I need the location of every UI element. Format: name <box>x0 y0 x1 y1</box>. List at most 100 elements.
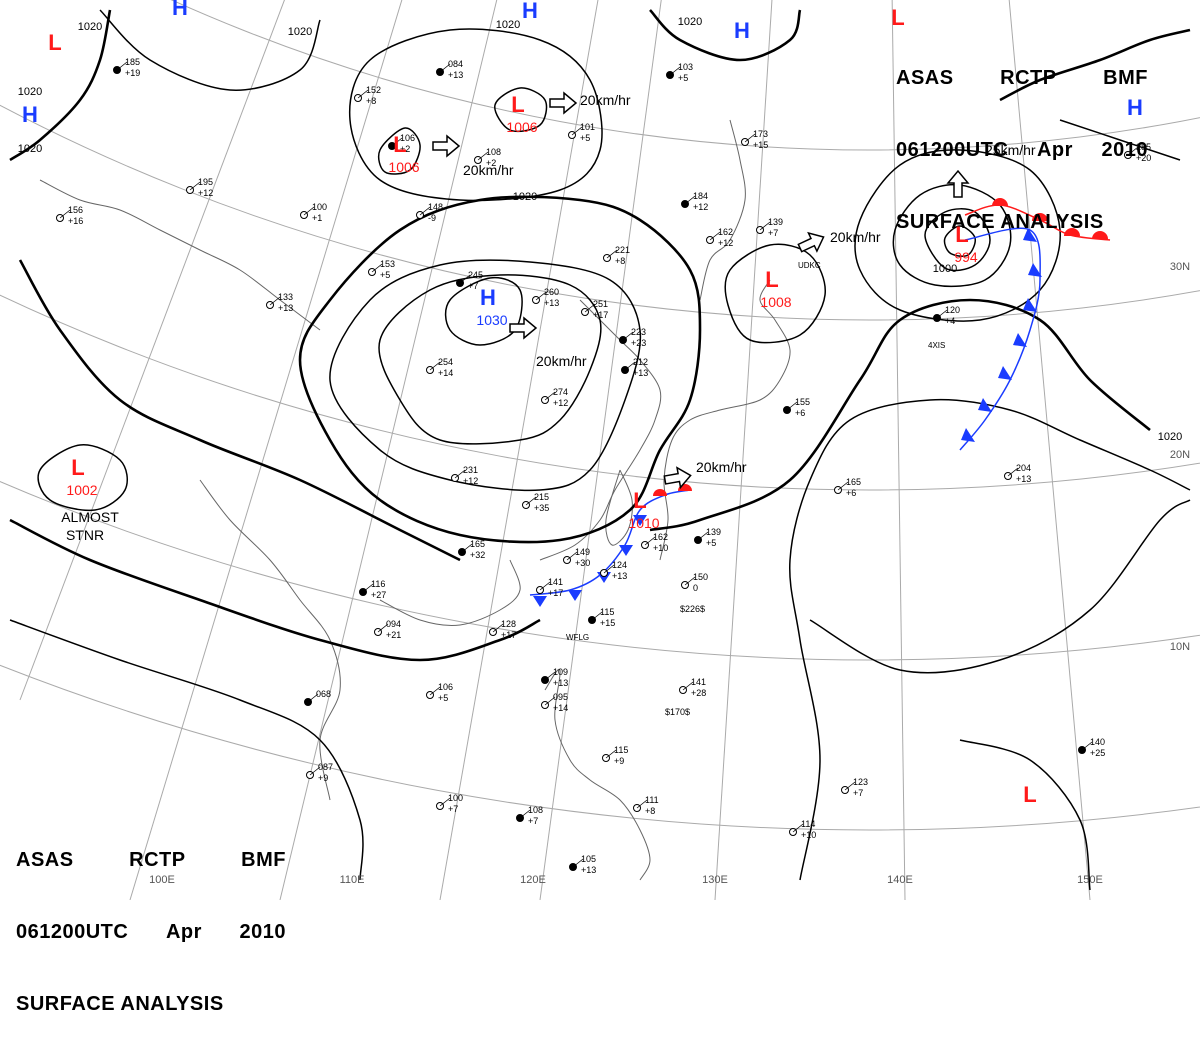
station-plot: 148-9 <box>416 202 443 223</box>
station-tendency: +5 <box>706 538 716 548</box>
wind-barb <box>189 181 201 191</box>
station-plot: 173+15 <box>741 129 768 150</box>
header-bottom-time: 061200UTC <box>16 921 129 943</box>
coastline <box>659 279 791 561</box>
station-plot: 162+10 <box>641 532 668 553</box>
station-plot: 116+27 <box>359 579 386 600</box>
status-note-line1: ALMOST <box>61 509 119 525</box>
station-plot: 068 <box>304 689 331 706</box>
meridian-line <box>714 0 773 900</box>
wind-barb <box>837 481 849 491</box>
station-plot: 165+6 <box>834 477 861 498</box>
isobar <box>1059 119 1181 161</box>
station-pressure: 106 <box>400 133 415 143</box>
low-symbol: L <box>1023 782 1036 807</box>
station-plot: 139+5 <box>694 527 721 548</box>
station-plot: 124+13 <box>600 560 627 581</box>
meridian-line <box>439 0 599 900</box>
station-tendency: +28 <box>691 688 706 698</box>
longitude-label: 110E <box>340 874 365 886</box>
high-symbol: H <box>480 285 496 310</box>
ship-value: $226$ <box>680 604 705 614</box>
station-plot: 184+12 <box>681 191 708 212</box>
isobar-value-label: 1020 <box>496 19 520 31</box>
station-tendency: -9 <box>428 213 436 223</box>
station-tendency: +7 <box>853 788 863 798</box>
longitude-label: 130E <box>702 874 728 886</box>
station-pressure: 141 <box>548 577 563 587</box>
station-tendency: +6 <box>795 408 805 418</box>
station-pressure: 115 <box>600 607 614 617</box>
station-plot: 245+7 <box>456 270 483 291</box>
station-tendency: +21 <box>386 630 401 640</box>
station-tendency: 0 <box>693 583 698 593</box>
station-plot: 108+7 <box>516 805 543 826</box>
wind-barb <box>684 195 696 205</box>
isobar <box>377 127 421 175</box>
wind-barb <box>603 564 615 574</box>
station-pressure: 153 <box>380 259 395 269</box>
station-code: WFLG <box>566 633 589 642</box>
station-tendency: +7 <box>468 281 478 291</box>
low-pressure-center: L 1006 <box>506 92 537 135</box>
station-tendency: +5 <box>438 693 448 703</box>
low-symbol: L <box>48 30 61 55</box>
meridian-line <box>19 0 285 701</box>
station-tendency: +12 <box>553 398 568 408</box>
station-tendency: +20 <box>1136 153 1151 163</box>
station-plot: 115+15 <box>588 607 615 628</box>
station-pressure: 156 <box>68 205 83 215</box>
wind-barb <box>371 263 383 273</box>
station-plot: 152+8 <box>354 85 381 106</box>
station-plot: 254+14 <box>426 357 453 378</box>
high-pressure-center: H <box>1127 95 1143 120</box>
high-symbol: H <box>734 18 750 43</box>
wind-barb <box>269 296 281 306</box>
header-top-line2: 061200UTC Apr 2010 <box>896 138 1148 162</box>
station-tendency: +15 <box>600 618 615 628</box>
wind-barb <box>492 623 504 633</box>
station-plot: 149+30 <box>563 547 590 568</box>
wind-barb <box>709 231 721 241</box>
station-tendency: +13 <box>553 678 568 688</box>
wind-barb <box>357 89 369 99</box>
wind-barb <box>1127 146 1139 156</box>
wind-barb <box>454 469 466 479</box>
station-plot: 120+4 <box>933 305 960 326</box>
station-pressure: 245 <box>468 270 483 280</box>
wind-barb <box>591 611 603 621</box>
longitude-label: 140E <box>887 874 913 886</box>
low-pressure-center: L 1010 <box>628 488 659 531</box>
isobar <box>348 28 603 202</box>
isobar <box>788 398 1191 881</box>
movement-arrow <box>946 169 970 198</box>
surface-analysis-map: 20km/hr 20km/hr 20km/hr 20km/hr 20km/hr 25km/… <box>0 0 1200 900</box>
station-pressure: 173 <box>753 129 768 139</box>
coastline <box>39 179 321 331</box>
station-plot: 162+12 <box>706 227 733 248</box>
station-tendency: +1 <box>312 213 322 223</box>
header-bottom-id2: RCTP <box>129 849 186 871</box>
high-pressure-center: H <box>22 102 38 127</box>
high-pressure-center: H <box>734 18 750 43</box>
station-plot: 109+13 <box>541 667 568 688</box>
station-tendency: +13 <box>581 865 596 875</box>
wind-barb <box>786 401 798 411</box>
station-pressure: 155 <box>795 397 810 407</box>
station-tendency: +10 <box>801 830 816 840</box>
movement-speed-label: 20km/hr <box>696 459 747 475</box>
header-bottom-id3: BMF <box>241 849 286 871</box>
station-tendency: +12 <box>198 188 213 198</box>
cold-front-triangle <box>961 428 975 442</box>
station-pressure: 101 <box>580 122 595 132</box>
station-pressure: 165 <box>470 539 485 549</box>
isobar <box>378 274 602 445</box>
meridian-line <box>279 0 498 900</box>
pressure-value: 1010 <box>628 515 659 531</box>
station-pressure: 084 <box>448 59 463 69</box>
station-tendency: +13 <box>1016 474 1031 484</box>
wind-barb <box>584 303 596 313</box>
station-tendency: +35 <box>534 503 549 513</box>
arrow-shape <box>663 466 692 490</box>
header-bottom-title: SURFACE ANALYSIS <box>16 993 224 1015</box>
